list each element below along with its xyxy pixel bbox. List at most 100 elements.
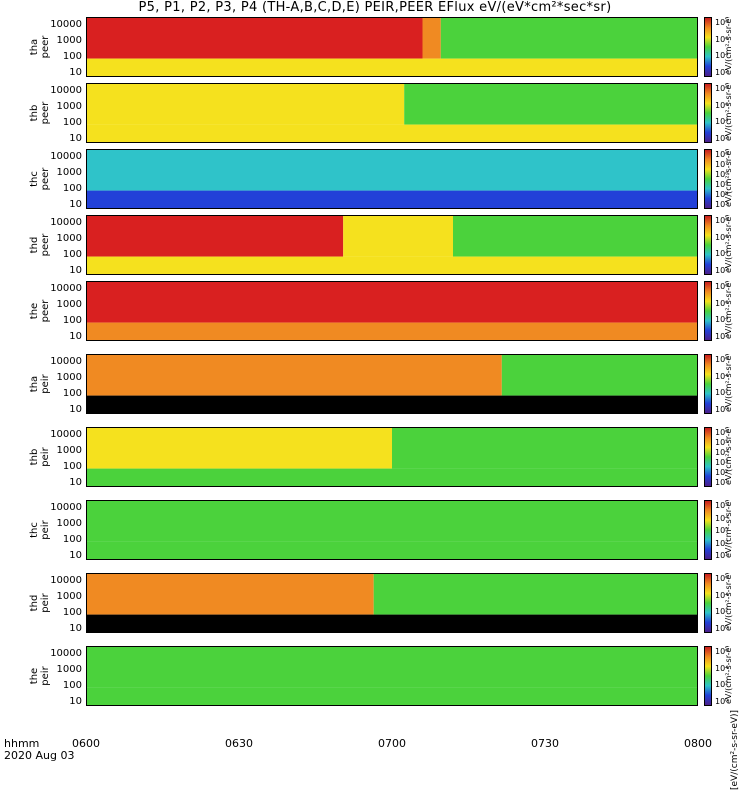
colorbar-tick-label: 10⁴ — [715, 663, 729, 673]
colorbar — [704, 573, 712, 633]
x-tick-label: 0630 — [225, 737, 253, 750]
y-tick-label: 10 — [69, 199, 82, 210]
colorbar-tick-label: 10² — [715, 388, 729, 398]
y-tick-label: 10 — [69, 696, 82, 707]
colorbar-tick-label: 10⁶ — [715, 428, 729, 437]
spectrogram-thd-peer — [86, 215, 698, 275]
y-tick-label: 100 — [62, 680, 82, 691]
spectrogram-image — [87, 574, 697, 632]
colorbar — [704, 427, 712, 487]
flux-band-0 — [87, 216, 344, 257]
colorbar-label: eV/(cm²-s-sr-eV) — [724, 427, 736, 487]
y-tick-label: 10000 — [50, 19, 82, 30]
colorbar-label: eV/(cm²-s-sr-eV) — [724, 500, 736, 560]
y-tick-label: 10000 — [50, 502, 82, 513]
x-tick-label: 0600 — [72, 737, 100, 750]
colorbar-tick-label: 10⁵ — [715, 438, 729, 447]
ylabel-line: thd — [29, 594, 40, 612]
ylabel-line: thb — [29, 448, 40, 466]
colorbar-label: eV/(cm²-s-sr-eV) — [724, 149, 736, 209]
y-tick-label: 10000 — [50, 283, 82, 294]
y-tick-label: 10000 — [50, 575, 82, 586]
low-energy-band — [87, 541, 697, 559]
y-tick-label: 1000 — [56, 445, 82, 456]
colorbar-label: eV/(cm²-s-sr-eV) — [724, 281, 736, 341]
low-energy-band — [87, 124, 697, 142]
colorbar — [704, 215, 712, 275]
y-tick-label: 1000 — [56, 233, 82, 244]
y-tick-label: 100 — [62, 534, 82, 545]
colorbar-tick-label: 10⁴ — [715, 315, 729, 325]
colorbar-label: eV/(cm²-s-sr-eV) — [724, 17, 736, 77]
y-tick-label: 1000 — [56, 101, 82, 112]
colorbar-label: eV/(cm²-s-sr-eV) — [724, 573, 736, 633]
colorbar-tick-label: 10⁴ — [715, 448, 729, 457]
ylabel-line: the — [29, 302, 40, 320]
time-axis-label: hhmm — [4, 737, 40, 750]
x-tick-label: 0800 — [684, 737, 712, 750]
colorbar-label-text: eV/(cm²-s-sr-eV) — [724, 215, 733, 273]
colorbar-label: eV/(cm²-s-sr-eV) — [724, 83, 736, 143]
colorbar-tick-label: 10⁸ — [715, 282, 729, 291]
colorbar-tick-label: 10⁶ — [715, 355, 729, 364]
colorbar-tick-label: 10⁶ — [715, 298, 729, 308]
colorbar-tick-label: 10⁵ — [715, 180, 729, 189]
flux-band-1 — [422, 18, 441, 59]
low-energy-band — [87, 395, 697, 413]
y-tick-label: 10 — [69, 67, 82, 78]
time-axis-date: 2020 Aug 03 — [4, 749, 75, 762]
ylabel-line: tha — [29, 375, 40, 393]
colorbar-tick-label: 10⁸ — [715, 84, 729, 93]
flux-band-0 — [87, 18, 423, 59]
low-energy-band — [87, 614, 697, 632]
low-energy-band — [87, 58, 697, 76]
spectrogram-image — [87, 84, 697, 142]
spectrogram-thb-peir — [86, 427, 698, 487]
colorbar-tick-label: 10⁰ — [715, 405, 729, 414]
y-tick-label: 1000 — [56, 35, 82, 46]
y-tick-label: 100 — [62, 388, 82, 399]
colorbar-tick-label: 10⁴ — [715, 513, 729, 523]
y-tick-label: 1000 — [56, 167, 82, 178]
y-tick-label: 10 — [69, 133, 82, 144]
colorbar — [704, 17, 712, 77]
spectrogram-image — [87, 150, 697, 208]
y-tick-label: 100 — [62, 249, 82, 260]
colorbar-tick-label: 10⁰ — [715, 697, 729, 706]
colorbar-tick-label: 10³ — [715, 458, 729, 467]
colorbar — [704, 83, 712, 143]
time-axis-caption: hhmm 2020 Aug 03 — [4, 738, 74, 762]
low-energy-band — [87, 687, 697, 705]
y-tick-label: 10000 — [50, 85, 82, 96]
y-tick-label: 10 — [69, 331, 82, 342]
colorbar-tick-label: 10⁵ — [715, 501, 729, 510]
colorbar — [704, 281, 712, 341]
spectrogram-the-peir — [86, 646, 698, 706]
colorbar-tick-label: 10² — [715, 68, 729, 77]
colorbar-tick-label: 10¹ — [715, 551, 729, 560]
spectrogram-image — [87, 282, 697, 340]
colorbar-tick-label: 10⁴ — [715, 117, 729, 127]
low-energy-band — [87, 468, 697, 486]
colorbar-tick-label: 10⁶ — [715, 34, 729, 44]
flux-band-0 — [87, 355, 502, 396]
colorbar-label: eV/(cm²-s-sr-eV) — [724, 215, 736, 275]
spectrogram-image — [87, 355, 697, 413]
flux-band-2 — [453, 216, 697, 257]
ylabel-line: the — [29, 667, 40, 685]
spectrogram-thc-peir — [86, 500, 698, 560]
flux-band-1 — [404, 84, 697, 125]
colorbar-label: eV/(cm²-s-sr-eV) — [724, 354, 736, 414]
y-tick-label: 10000 — [50, 356, 82, 367]
spectrogram-thc-peer — [86, 149, 698, 209]
colorbar-label-text: eV/(cm²-s-sr-eV) — [724, 500, 733, 558]
low-energy-band — [87, 256, 697, 274]
colorbar-tick-label: 10² — [715, 468, 729, 477]
y-tick-label: 100 — [62, 183, 82, 194]
flux-band-1 — [392, 428, 697, 469]
y-tick-label: 100 — [62, 51, 82, 62]
colorbar-tick-label: 10⁴ — [715, 249, 729, 259]
colorbar-tick-label: 10⁸ — [715, 216, 729, 225]
y-tick-label: 1000 — [56, 518, 82, 529]
